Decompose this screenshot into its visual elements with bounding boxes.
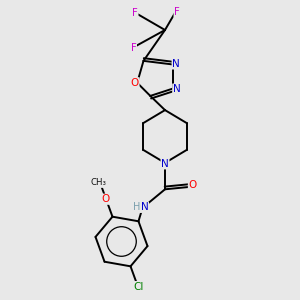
Text: O: O	[101, 194, 110, 204]
Text: N: N	[172, 59, 180, 69]
Text: O: O	[188, 180, 197, 190]
Text: CH₃: CH₃	[91, 178, 107, 188]
Text: N: N	[173, 84, 181, 94]
Text: H: H	[134, 202, 141, 212]
Text: F: F	[130, 43, 136, 53]
Text: Cl: Cl	[133, 282, 143, 292]
Text: N: N	[141, 202, 148, 212]
Text: O: O	[131, 78, 139, 88]
Text: N: N	[161, 159, 169, 169]
Text: F: F	[132, 8, 138, 19]
Text: F: F	[174, 7, 180, 17]
